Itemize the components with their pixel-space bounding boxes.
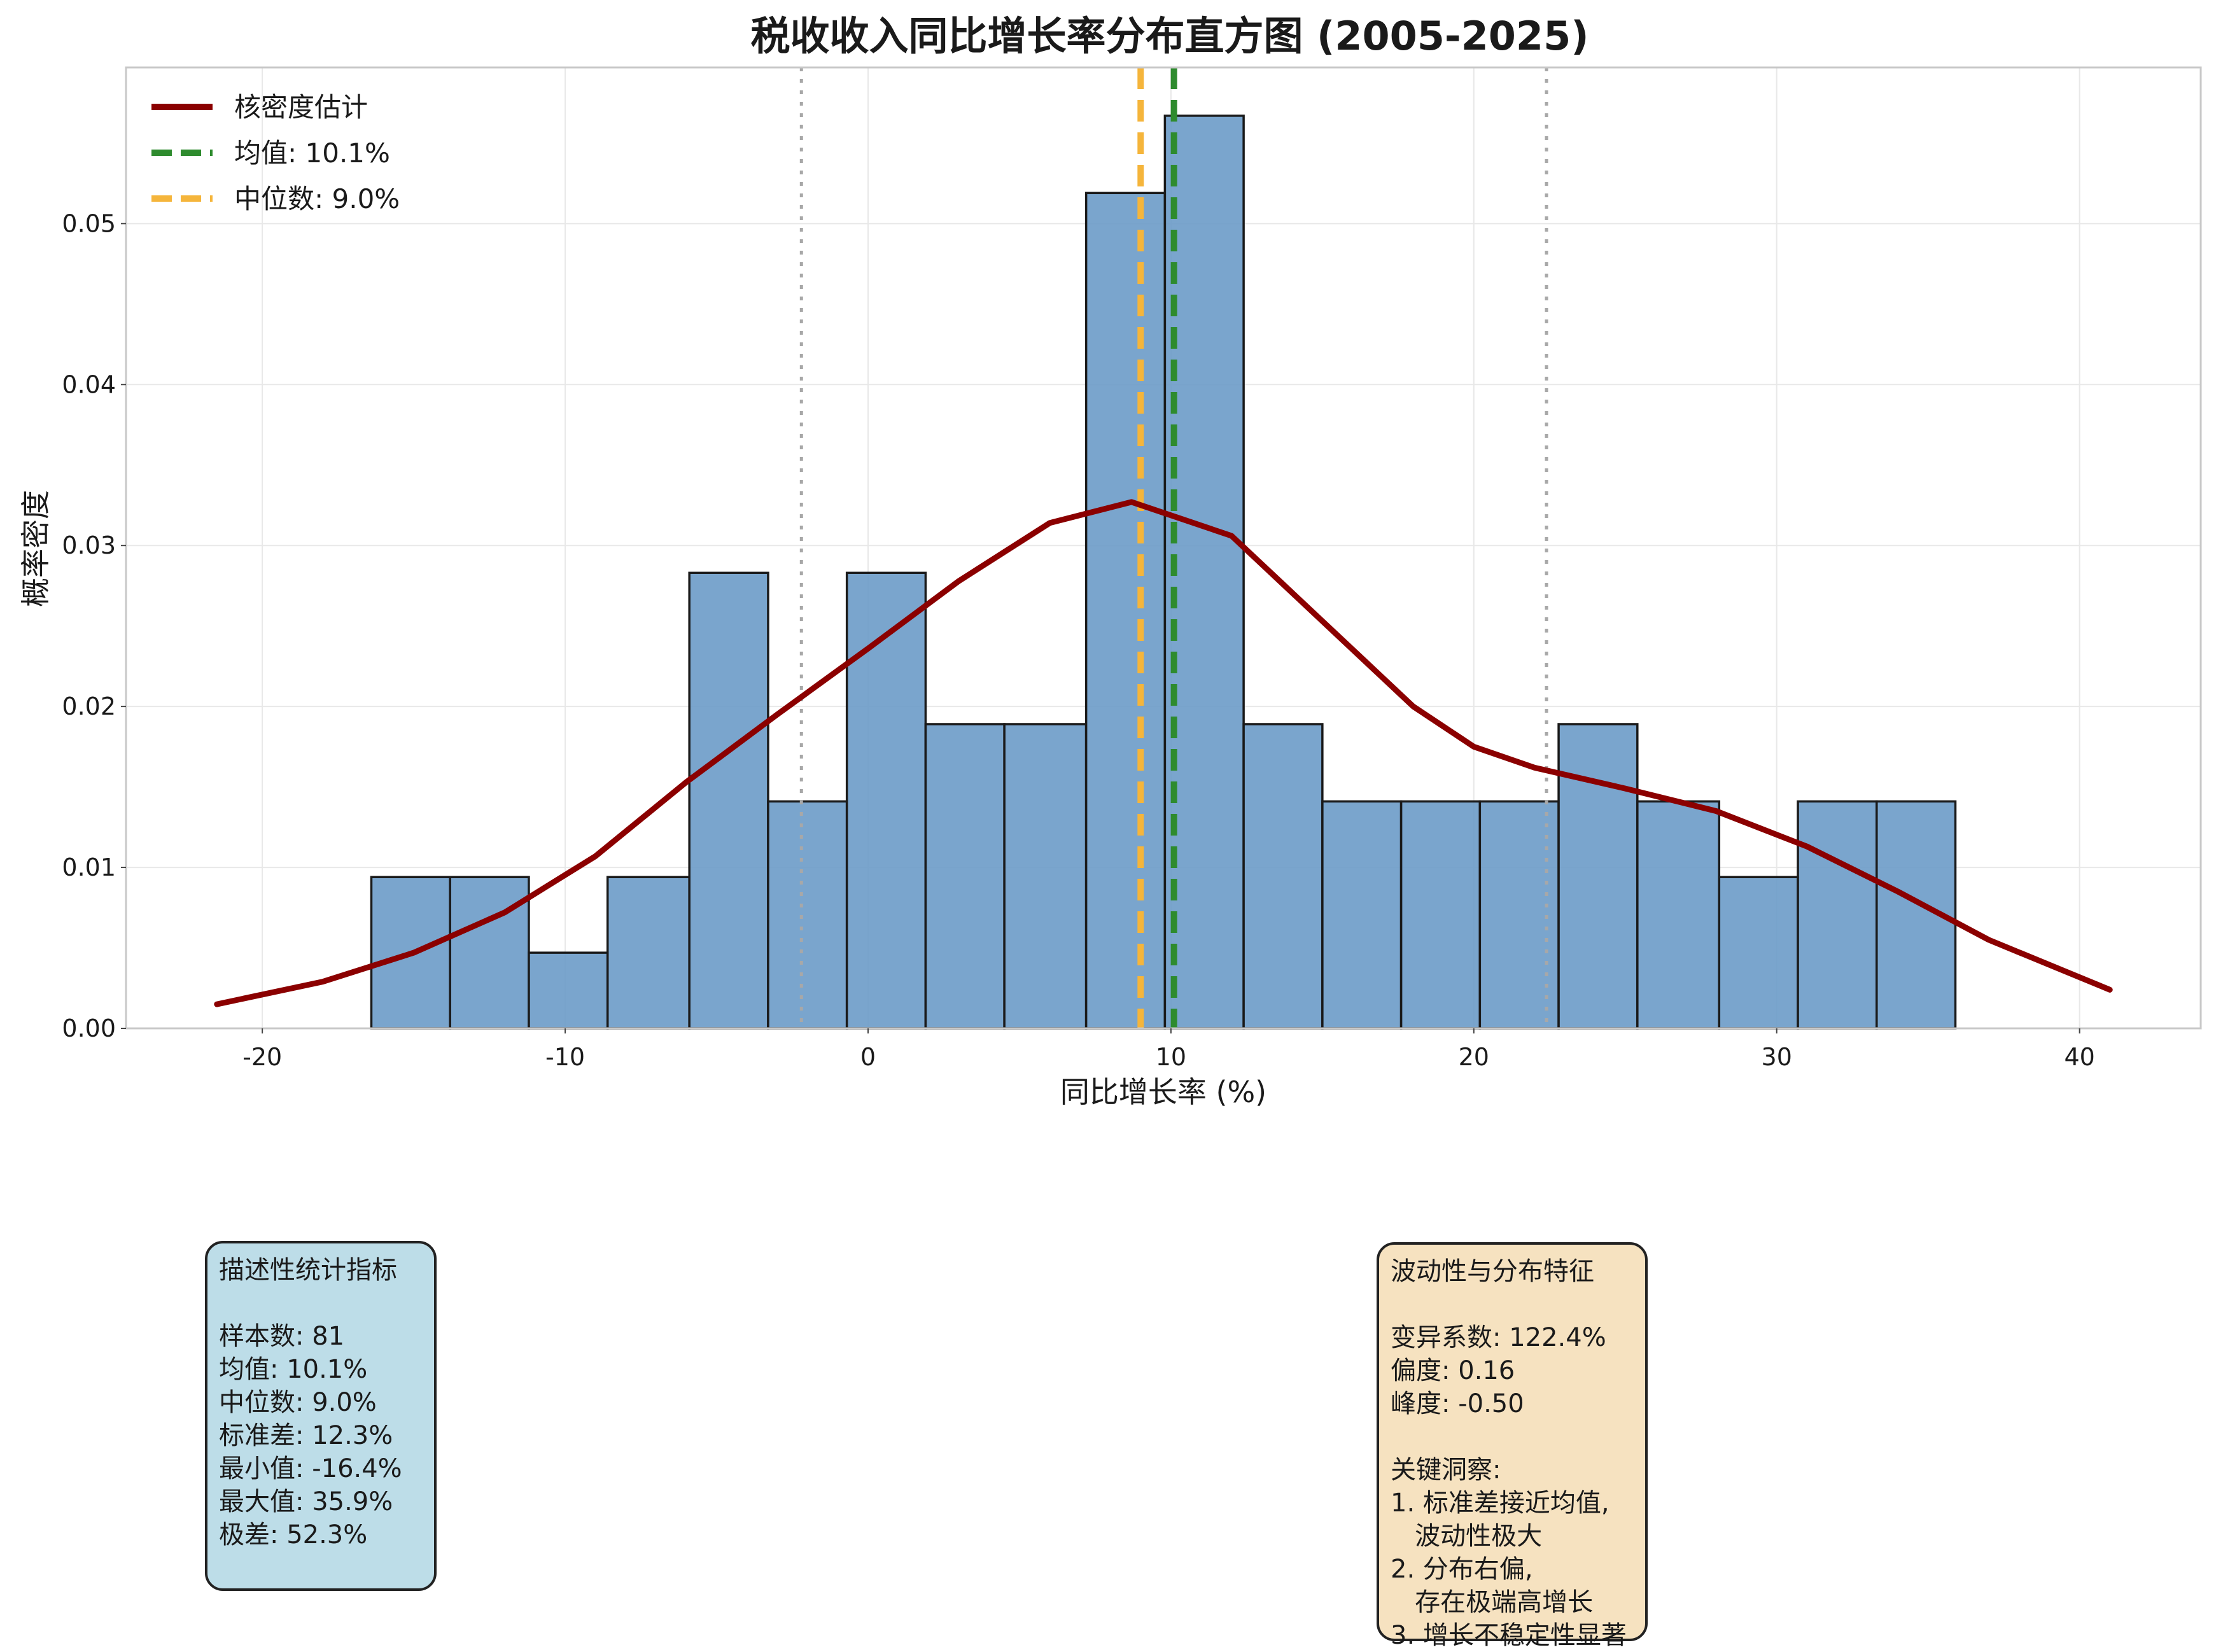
histogram-bar — [1084, 192, 1167, 1030]
kde-curve-group — [214, 499, 2113, 1007]
volatility-features-title: 波动性与分布特征 — [1391, 1257, 1594, 1286]
histogram-bar — [1557, 723, 1639, 1030]
stat-line: 变异系数: 122.4% — [1391, 1323, 1606, 1352]
histogram-bar — [1636, 800, 1721, 1030]
x-tick-label: 30 — [1762, 1043, 1792, 1071]
stat-line: 存在极端高增长 — [1391, 1588, 1594, 1617]
stat-line: 极差: 52.3% — [219, 1520, 368, 1550]
stat-line: 最大值: 35.9% — [219, 1487, 393, 1516]
stat-line: 最小值: -16.4% — [219, 1454, 402, 1483]
histogram-bar — [924, 723, 1006, 1030]
descriptive-stats-lines: 样本数: 81 均值: 10.1% 中位数: 9.0% 标准差: 12.3% 最小值: … — [219, 1320, 423, 1551]
histogram-bar — [1321, 800, 1403, 1030]
stat-line: 1. 标准差接近均值, — [1391, 1488, 1609, 1518]
stat-line — [1391, 1420, 1634, 1453]
y-tick-label: 0.02 — [62, 692, 116, 720]
y-tick-label: 0.05 — [62, 209, 116, 237]
histogram-bars — [370, 115, 1957, 1030]
y-tick-label: 0.00 — [62, 1014, 116, 1042]
y-axis-ticks: 0.00 0.01 0.02 0.03 0.04 0.05 — [62, 209, 126, 1042]
legend-label: 均值: 10.1% — [234, 137, 390, 169]
x-tick-label: 20 — [1459, 1043, 1489, 1071]
histogram-bar — [845, 571, 927, 1030]
x-tick-label: -20 — [242, 1043, 282, 1071]
y-tick-label: 0.03 — [62, 531, 116, 559]
kde-curve — [214, 499, 2113, 1007]
x-tick-label: 0 — [860, 1043, 876, 1071]
stat-line: 均值: 10.1% — [219, 1355, 368, 1384]
stat-line: 偏度: 0.16 — [1391, 1356, 1515, 1385]
stat-line: 2. 分布右偏, — [1391, 1555, 1533, 1584]
y-axis-label: 概率密度 — [18, 490, 53, 607]
histogram-bar — [1242, 723, 1324, 1030]
x-tick-label: -10 — [545, 1043, 585, 1071]
histogram-bar — [1718, 876, 1799, 1030]
x-tick-label: 10 — [1156, 1043, 1186, 1071]
plot-frame — [125, 66, 2202, 1030]
stat-line: 中位数: 9.0% — [219, 1388, 377, 1417]
x-tick-label: 40 — [2064, 1043, 2094, 1071]
histogram-bar — [767, 800, 848, 1030]
stat-line: 3. 增长不稳定性显著 — [1391, 1621, 1627, 1650]
legend-label: 中位数: 9.0% — [234, 183, 400, 214]
volatility-features-box: 波动性与分布特征 变异系数: 122.4% 偏度: 0.16 峰度: -0.50 关键… — [1377, 1242, 1648, 1650]
descriptive-stats-box: 描述性统计指标 样本数: 81 均值: 10.1% 中位数: 9.0% 标准差: 12… — [205, 1241, 437, 1591]
histogram-bar — [1003, 723, 1088, 1030]
histogram-bar — [528, 951, 609, 1030]
descriptive-stats-title: 描述性统计指标 — [219, 1256, 397, 1285]
histogram-chart: 税收收入同比增长率分布直方图 (2005-2025) -20 -10 0 10 20 30… — [18, 13, 2202, 1109]
stat-line: 标准差: 12.3% — [219, 1421, 393, 1450]
volatility-features-lines: 变异系数: 122.4% 偏度: 0.16 峰度: -0.50 关键洞察: 1. 标准差… — [1391, 1321, 1634, 1652]
stat-line: 关键洞察: — [1391, 1455, 1501, 1485]
legend-label: 核密度估计 — [234, 92, 368, 123]
y-tick-label: 0.01 — [62, 853, 116, 881]
y-tick-label: 0.04 — [62, 370, 116, 398]
x-axis-label: 同比增长率 (%) — [1060, 1075, 1266, 1109]
histogram-bar — [688, 571, 769, 1030]
stat-line: 样本数: 81 — [219, 1322, 345, 1351]
chart-title: 税收收入同比增长率分布直方图 (2005-2025) — [750, 13, 1588, 59]
stat-line: 波动性极大 — [1391, 1522, 1543, 1551]
histogram-bar — [449, 876, 530, 1030]
histogram-bar — [606, 876, 691, 1030]
x-axis-ticks: -20 -10 0 10 20 30 40 — [242, 1028, 2095, 1071]
histogram-bar — [1478, 800, 1560, 1030]
histogram-bar — [1399, 800, 1482, 1030]
stat-line: 峰度: -0.50 — [1391, 1389, 1524, 1418]
histogram-bar — [1797, 800, 1878, 1030]
